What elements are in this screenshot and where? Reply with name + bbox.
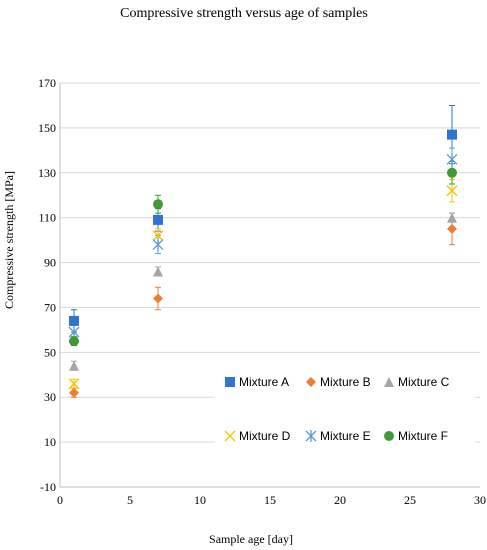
y-axis-title: Compressive strength [MPa]: [2, 171, 16, 309]
data-point-star: [152, 238, 164, 251]
data-point-diamond: [153, 293, 163, 304]
data-point-circle: [447, 167, 457, 178]
data-point-circle: [153, 199, 163, 210]
data-point-triangle: [447, 212, 457, 223]
axes: [59, 83, 480, 488]
legend-background: [215, 368, 475, 456]
x-tick-label: 5: [127, 493, 133, 507]
x-axis-title: Sample age [day]: [209, 532, 293, 546]
x-tick-label: 15: [264, 493, 276, 507]
data-point-triangle: [153, 266, 163, 277]
data-point-circle: [69, 336, 79, 347]
x-tick-label: 10: [194, 493, 206, 507]
data-point-diamond: [447, 223, 457, 234]
legend-marker: [384, 377, 394, 387]
legend-marker: [306, 377, 316, 387]
legend-label: Mixture F: [398, 429, 448, 443]
legend-marker: [225, 377, 235, 387]
y-tick-label: 130: [38, 166, 56, 180]
y-tick-label: 90: [44, 256, 56, 270]
x-tick-label: 0: [57, 493, 63, 507]
data-point-square: [447, 129, 457, 140]
y-tick-label: 170: [38, 76, 56, 90]
legend-marker: [384, 431, 394, 441]
legend-label: Mixture B: [320, 375, 371, 389]
data-point-x: [68, 378, 80, 390]
data-point-diamond: [69, 387, 79, 398]
data-point-square: [69, 315, 79, 326]
legend-label: Mixture E: [320, 429, 371, 443]
legend-label: Mixture D: [239, 429, 291, 443]
tick-labels: -10 10 30 50 70 90 110 130 150 170 0 5 10 15 20 25 30: [38, 76, 486, 507]
x-tick-label: 25: [404, 493, 416, 507]
data-point-triangle: [69, 360, 79, 371]
data-point-square: [153, 214, 163, 225]
y-tick-label: -10: [40, 480, 56, 494]
legend-marker: [305, 430, 317, 442]
chart-title: Compressive strength versus age of sampl…: [120, 6, 368, 21]
error-bars: [71, 104, 455, 398]
data-markers: [68, 129, 458, 398]
data-point-x: [152, 230, 164, 242]
gridlines: [60, 82, 480, 443]
y-tick-label: 50: [44, 345, 56, 359]
y-tick-label: 110: [38, 211, 56, 225]
y-tick-label: 10: [44, 435, 56, 449]
x-tick-label: 30: [474, 493, 486, 507]
data-point-x: [446, 185, 458, 197]
legend-label: Mixture A: [239, 375, 289, 389]
y-tick-label: 70: [44, 300, 56, 314]
y-tick-label: 150: [38, 121, 56, 135]
legend: Mixture A Mixture B Mixture C Mixture D Mixt…: [224, 375, 450, 443]
x-tick-label: 20: [334, 493, 346, 507]
legend-label: Mixture C: [398, 375, 450, 389]
data-point-star: [446, 153, 458, 166]
y-tick-label: 30: [44, 390, 56, 404]
legend-marker: [224, 430, 236, 442]
